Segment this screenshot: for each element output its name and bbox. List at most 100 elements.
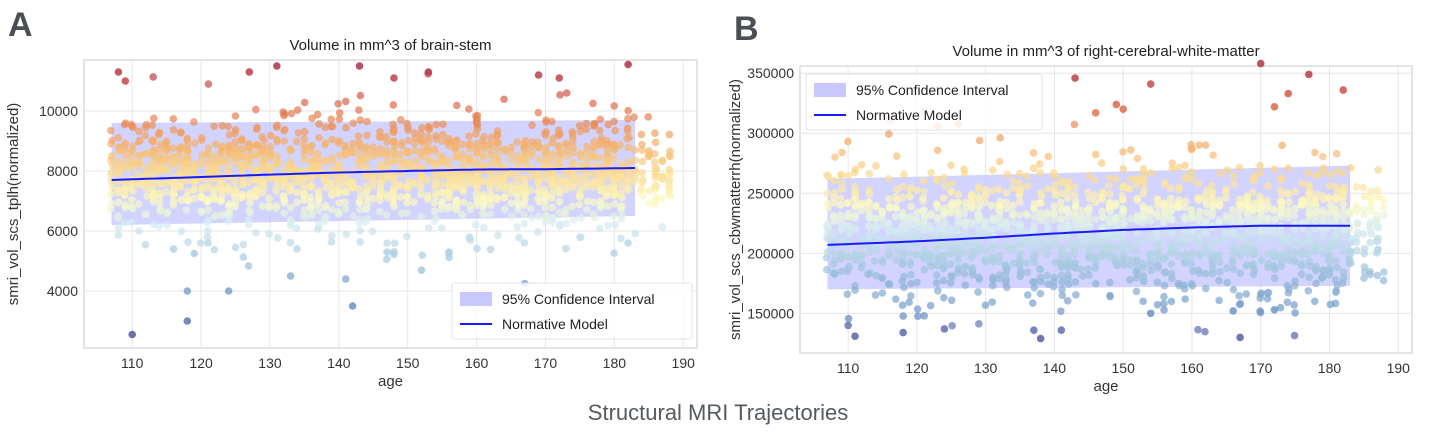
data-point — [327, 231, 336, 240]
data-point — [1332, 286, 1340, 295]
data-point — [176, 128, 185, 137]
data-point — [947, 296, 956, 305]
data-point — [1106, 218, 1115, 227]
data-point — [1132, 181, 1141, 189]
data-point — [389, 187, 398, 195]
data-point — [520, 155, 529, 163]
data-point — [514, 185, 522, 194]
data-point — [1085, 254, 1093, 262]
data-point — [1091, 264, 1100, 272]
outlier-point — [286, 272, 295, 280]
data-point — [1051, 240, 1059, 248]
data-point — [967, 190, 976, 199]
data-point — [1276, 228, 1285, 236]
outlier-point — [445, 248, 453, 256]
data-point — [535, 212, 543, 221]
data-point — [1111, 201, 1120, 210]
data-point — [156, 140, 165, 149]
data-point — [1064, 258, 1072, 267]
data-point — [334, 175, 342, 184]
data-point — [527, 186, 535, 194]
data-point — [1161, 253, 1169, 262]
data-point — [404, 149, 412, 157]
outlier-point — [1236, 333, 1244, 342]
data-point — [141, 240, 150, 249]
data-point — [1235, 207, 1244, 216]
data-point — [583, 142, 591, 151]
data-point — [926, 301, 935, 310]
data-point — [1111, 214, 1120, 222]
data-point — [534, 108, 543, 117]
data-point — [1050, 216, 1058, 224]
data-point — [246, 199, 254, 207]
data-point — [927, 209, 936, 218]
data-point — [1015, 222, 1024, 231]
outlier-point — [383, 248, 391, 256]
outlier-point — [245, 68, 254, 76]
data-point — [1112, 175, 1121, 183]
data-point — [1072, 197, 1080, 205]
data-point — [465, 139, 474, 148]
data-point — [967, 218, 976, 227]
data-point — [382, 211, 391, 220]
data-point — [1036, 209, 1045, 217]
data-point — [1290, 248, 1299, 257]
data-point — [314, 206, 323, 215]
data-point — [1064, 208, 1073, 217]
data-point — [182, 206, 191, 214]
data-point — [1160, 299, 1168, 308]
data-point — [177, 227, 186, 236]
data-point — [389, 174, 398, 183]
data-point — [218, 158, 226, 167]
data-point — [1009, 244, 1018, 253]
data-point — [941, 242, 949, 251]
data-point — [1139, 297, 1147, 306]
data-point — [878, 289, 887, 297]
data-point — [961, 220, 969, 228]
data-point — [1319, 242, 1327, 250]
data-point — [1029, 254, 1037, 263]
data-point — [541, 197, 549, 206]
data-point — [149, 220, 158, 229]
outlier-point — [844, 321, 852, 330]
data-point — [1311, 247, 1320, 255]
data-point — [1257, 196, 1265, 205]
data-point — [1030, 225, 1038, 233]
data-point — [960, 248, 969, 257]
data-point — [1050, 277, 1058, 286]
data-point — [1215, 258, 1224, 266]
data-point — [961, 281, 970, 289]
data-point — [837, 170, 845, 179]
data-point — [556, 148, 564, 157]
data-point — [920, 245, 929, 254]
data-point — [1015, 186, 1024, 194]
data-point — [244, 262, 253, 270]
outlier-point — [940, 325, 949, 333]
data-point — [596, 153, 604, 162]
figure-title: Structural MRI Trajectories — [588, 400, 848, 425]
data-point — [631, 165, 639, 174]
data-point — [321, 123, 330, 132]
data-point — [1175, 163, 1183, 172]
data-point — [1359, 230, 1368, 238]
data-point — [836, 201, 845, 209]
data-point — [624, 106, 632, 115]
data-point — [363, 117, 371, 126]
data-point — [1187, 205, 1196, 214]
data-point — [561, 139, 570, 147]
data-point — [1250, 266, 1259, 274]
data-point — [1249, 229, 1258, 237]
data-point — [960, 165, 968, 173]
data-point — [1187, 233, 1196, 242]
data-point — [589, 99, 597, 108]
data-point — [341, 97, 350, 106]
outlier-point — [1256, 59, 1265, 68]
data-point — [995, 212, 1004, 221]
data-point — [980, 221, 989, 230]
data-point — [822, 265, 831, 274]
data-point — [1084, 264, 1092, 273]
data-point — [1133, 257, 1141, 266]
data-point — [107, 176, 116, 185]
data-point — [1070, 183, 1079, 191]
data-point — [1208, 211, 1216, 220]
